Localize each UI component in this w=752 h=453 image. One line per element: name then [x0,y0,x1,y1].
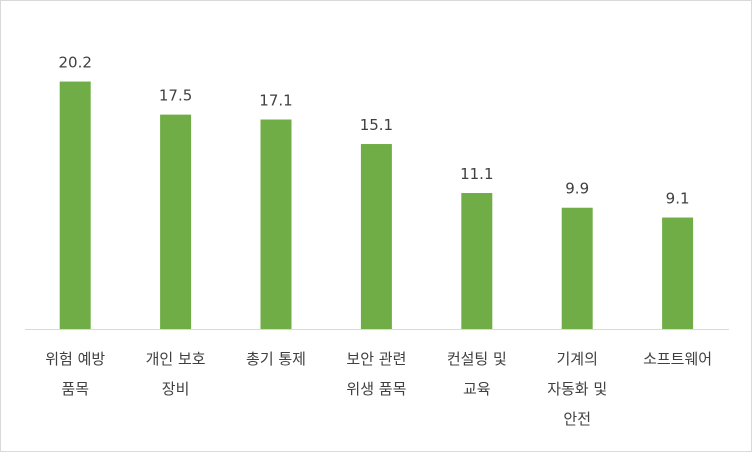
category-label-line: 컨설팅 및 [447,350,507,368]
value-label-1: 17.5 [159,87,192,105]
category-label-2: 총기 통제 [246,350,306,368]
category-label-line: 안전 [563,410,591,428]
category-label-line: 총기 통제 [246,350,306,368]
value-label-0: 20.2 [58,54,91,72]
value-labels-group: 20.2 17.5 17.1 15.1 11.1 9.9 9.1 [58,54,689,208]
category-label-line: 품목 [61,380,89,398]
bar-1 [160,114,192,329]
category-label-line: 소프트웨어 [643,350,712,368]
category-label-line: 장비 [162,380,190,398]
bar-4 [461,193,493,329]
category-label-line: 개인 보호 [146,350,206,368]
bar-3 [360,144,392,329]
category-label-line: 교육 [463,380,491,398]
category-label-line: 위험 예방 [45,350,105,368]
bar-6 [662,217,694,329]
value-label-3: 15.1 [360,116,393,134]
category-label-line: 자동화 및 [547,380,607,398]
value-label-4: 11.1 [460,165,493,183]
value-label-2: 17.1 [259,92,292,110]
bar-2 [260,119,292,330]
bar-5 [561,207,593,329]
bar-0 [59,81,91,329]
category-label-line: 보안 관련 [346,350,406,368]
category-label-6: 소프트웨어 [643,350,712,368]
category-label-line: 기계의 [556,350,597,368]
category-label-line: 위생 품목 [346,380,406,398]
value-label-6: 9.1 [666,190,690,208]
value-label-5: 9.9 [565,180,589,198]
bars-group [59,81,694,330]
